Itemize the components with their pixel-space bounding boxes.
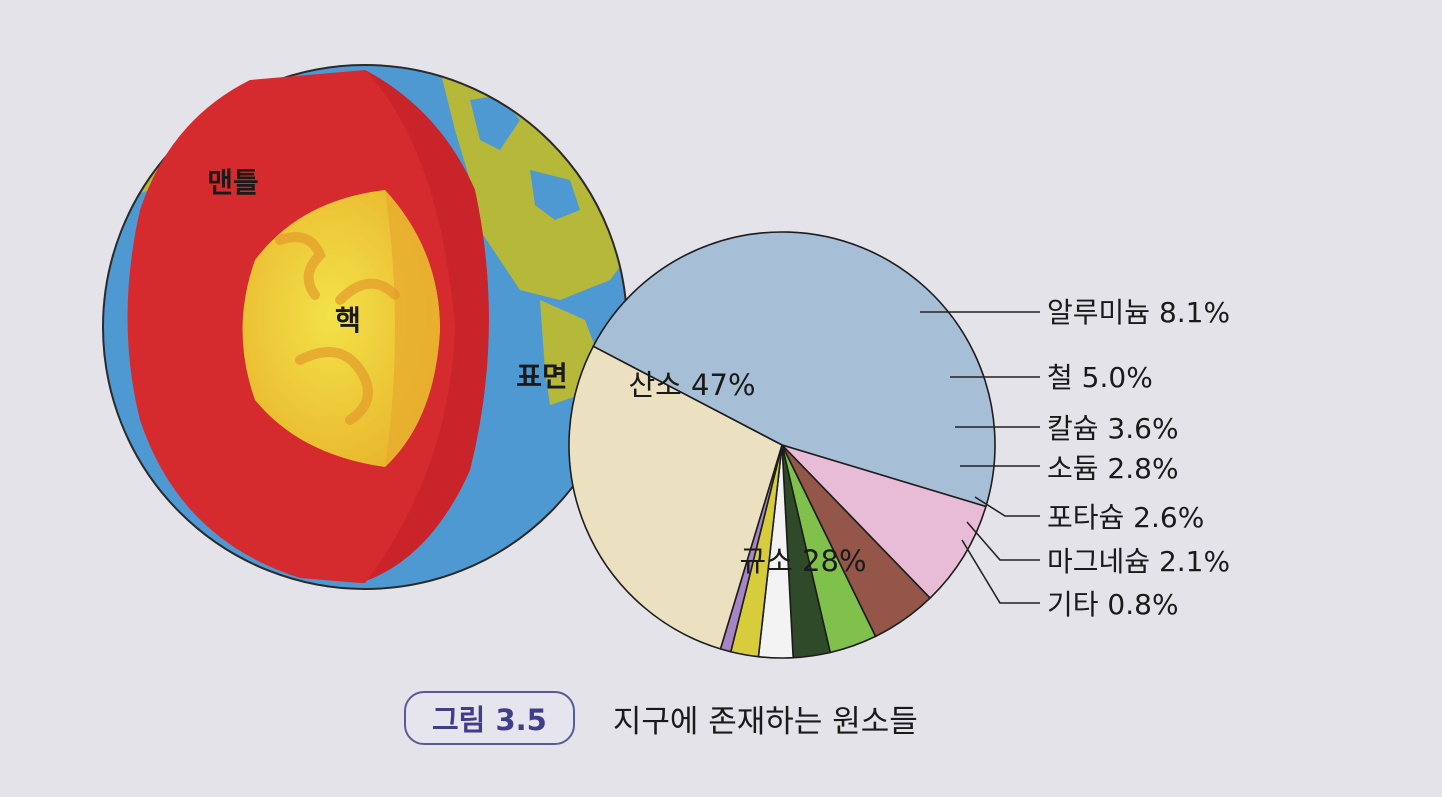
slice-label-sodium: 소듐 2.8% xyxy=(1047,452,1179,485)
slice-label-others: 기타 0.8% xyxy=(1047,588,1179,621)
callout-lines xyxy=(920,311,1040,604)
mantle-edge xyxy=(360,70,489,583)
earth-globe: 맨틀 핵 표면 xyxy=(102,64,628,590)
slice-label-aluminum: 알루미늄 8.1% xyxy=(1047,296,1230,329)
slice-label-iron: 철 5.0% xyxy=(1047,361,1153,394)
mantle-label: 맨틀 xyxy=(207,166,259,199)
callout-line-potassium xyxy=(974,496,1040,517)
pie-slice-8 xyxy=(568,345,783,650)
figure-number-badge: 그림 3.5 xyxy=(404,691,575,745)
outside-labels: 알루미늄 8.1% 철 5.0% 칼슘 3.6% 소듐 2.8% 포타슘 2.6… xyxy=(1047,296,1230,621)
figure-caption: 그림 3.5 지구에 존재하는 원소들 xyxy=(404,690,918,746)
slice-label-potassium: 포타슘 2.6% xyxy=(1047,501,1204,534)
pie-slice-1 xyxy=(779,443,987,600)
slice-label-magnesium: 마그네슘 2.1% xyxy=(1047,545,1230,578)
pie-slice-0 xyxy=(592,231,996,508)
callout-line-others xyxy=(961,539,1040,604)
pie-chart xyxy=(568,231,996,659)
figure-title: 지구에 존재하는 원소들 xyxy=(612,703,918,740)
callout-line-magnesium xyxy=(966,521,1040,561)
core-layer xyxy=(242,190,440,467)
surface-label: 표면 xyxy=(516,360,568,393)
slice-label-calcium: 칼슘 3.6% xyxy=(1047,412,1179,445)
core-shade xyxy=(385,190,440,467)
slice-label-oxygen: 산소 47% xyxy=(628,368,755,402)
core-label: 핵 xyxy=(335,304,361,337)
slice-label-silicon: 규소 28% xyxy=(739,544,866,578)
